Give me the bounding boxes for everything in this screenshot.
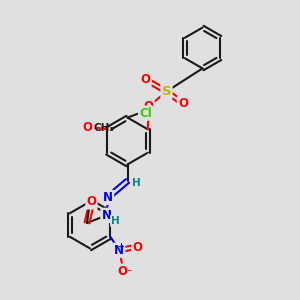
Text: N: N: [114, 244, 124, 257]
Text: Cl: Cl: [139, 106, 152, 120]
Text: CH₃: CH₃: [93, 123, 114, 133]
Text: O: O: [143, 100, 154, 113]
Text: O: O: [140, 73, 151, 86]
Text: H: H: [131, 178, 140, 188]
Text: O: O: [117, 265, 127, 278]
Text: O: O: [178, 97, 188, 110]
Text: O: O: [132, 241, 142, 254]
Text: S: S: [162, 85, 171, 98]
Text: N: N: [101, 209, 112, 222]
Text: ⁻: ⁻: [126, 268, 131, 278]
Text: +: +: [117, 242, 124, 251]
Text: H: H: [111, 216, 120, 226]
Text: O: O: [86, 195, 97, 208]
Text: O: O: [82, 121, 92, 134]
Text: N: N: [103, 191, 113, 204]
